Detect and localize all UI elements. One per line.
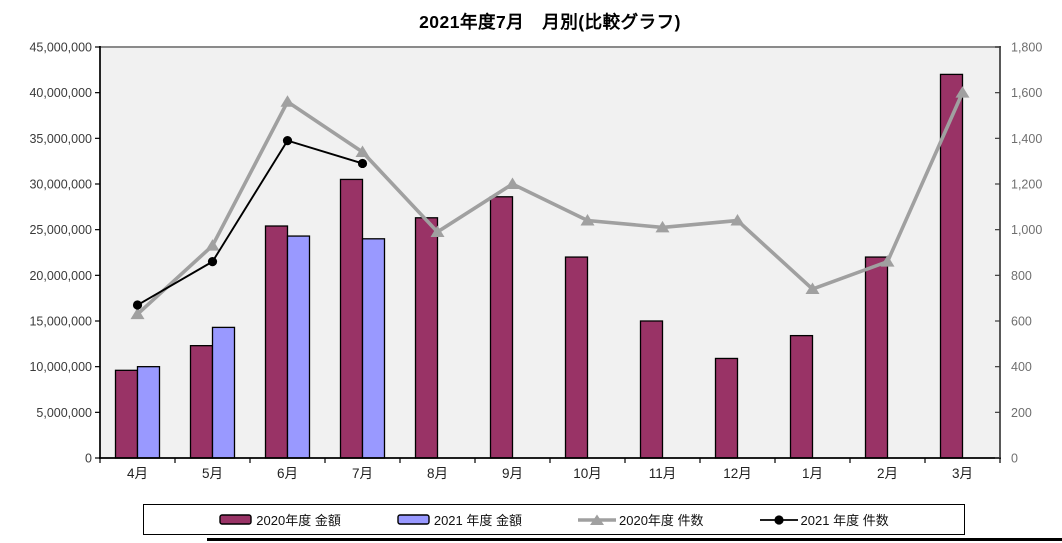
triangle-marker [730, 214, 745, 226]
bar [136, 366, 161, 459]
right-axis-tick-label: 1,000 [1011, 223, 1042, 237]
bar [339, 178, 364, 459]
triangle-marker [130, 307, 145, 320]
bar [639, 320, 664, 459]
plot-area: 0 5,000,000 10,000,000 15,000,000 20,000,000… [29, 41, 1042, 482]
bar [114, 369, 139, 459]
triangle-marker [430, 225, 445, 237]
x-axis-label: 2月 [877, 466, 898, 481]
x-axis-label: 9月 [502, 466, 523, 481]
plot-background [100, 47, 1000, 458]
left-axis-tick-label: 30,000,000 [29, 178, 92, 192]
left-axis-tick-label: 15,000,000 [29, 315, 92, 329]
triangle-marker [205, 239, 220, 251]
bar [361, 238, 386, 459]
right-axis-tick-label: 1,400 [1011, 132, 1042, 146]
bar [789, 334, 814, 459]
x-axis-label: 1月 [802, 466, 823, 481]
bottom-border-line [207, 538, 1062, 541]
right-axis-tick-label: 1,800 [1011, 41, 1042, 55]
right-axis-tick-label: 1,600 [1011, 86, 1042, 100]
right-axis-tick-label: 400 [1011, 360, 1032, 374]
triangle-marker [955, 86, 970, 98]
left-axis-tick-label: 45,000,000 [29, 41, 92, 55]
left-axis-tick-label: 35,000,000 [29, 132, 92, 146]
x-axis-label: 3月 [952, 466, 973, 481]
x-axis-label: 10月 [573, 466, 602, 481]
left-axis-tick-label: 0 [85, 452, 92, 466]
bar [489, 196, 514, 459]
legend-label-2020-count: 2020年度 件数 [619, 513, 704, 528]
x-axis-label: 5月 [202, 466, 223, 481]
x-axis-label: 4月 [127, 466, 148, 481]
bar [714, 357, 739, 459]
triangle-marker [805, 282, 820, 295]
circle-marker [207, 257, 218, 267]
triangle-marker [505, 177, 520, 189]
bar [564, 256, 589, 459]
legend-label-2021-amount: 2021 年度 金額 [433, 513, 522, 528]
line-path [136, 91, 965, 316]
right-axis-tick-label: 1,200 [1011, 178, 1042, 192]
legend-item-2021-amount: 2021 年度 金額 [397, 510, 522, 529]
bar [864, 256, 889, 459]
left-axis-tick-label: 40,000,000 [29, 86, 92, 100]
chart-title: 2021年度7月 月別(比較グラフ) [419, 12, 681, 32]
legend: 2020年度 金額 2021 年度 金額 2020年度 件数 2021 年度 件… [143, 504, 965, 535]
bar [264, 225, 289, 459]
triangle-marker [280, 95, 295, 107]
bar [211, 326, 236, 459]
x-axis-label: 7月 [352, 466, 373, 481]
bar-series-0 [114, 73, 964, 459]
circle-line-marker-icon [759, 514, 798, 525]
bar [189, 345, 214, 459]
bar [414, 217, 439, 459]
x-axis-label: 6月 [277, 466, 298, 481]
triangle-marker [580, 214, 595, 226]
bar [286, 235, 311, 459]
line-series-0 [130, 86, 970, 320]
circle-marker [282, 136, 293, 146]
legend-label-2021-count: 2021 年度 件数 [800, 513, 889, 528]
x-axis-label: 8月 [427, 466, 448, 481]
left-axis-tick-label: 25,000,000 [29, 223, 92, 237]
triangle-line-marker-icon [578, 514, 616, 525]
legend-label-2020-amount: 2020年度 金額 [256, 513, 341, 528]
line-series-1 [132, 136, 368, 310]
left-axis-tick-label: 5,000,000 [36, 406, 92, 420]
left-axis-tick-label: 10,000,000 [29, 360, 92, 374]
circle-marker [357, 158, 368, 169]
x-axis-label: 11月 [649, 466, 677, 481]
bar-swatch-2021-icon [397, 514, 430, 525]
x-axis-label: 12月 [723, 466, 752, 481]
line-path [137, 139, 363, 306]
left-axis-tick-label: 20,000,000 [29, 269, 92, 283]
circle-marker [132, 300, 143, 310]
triangle-marker [355, 145, 370, 158]
triangle-marker [655, 220, 670, 233]
right-axis-tick-label: 600 [1011, 315, 1032, 329]
right-axis-tick-label: 0 [1011, 452, 1018, 466]
legend-item-2021-count: 2021 年度 件数 [759, 510, 889, 529]
right-axis-tick-label: 800 [1011, 269, 1032, 283]
right-axis-tick-label: 200 [1011, 406, 1032, 420]
legend-item-2020-amount: 2020年度 金額 [219, 510, 341, 529]
legend-item-2020-count: 2020年度 件数 [578, 510, 704, 529]
bar-swatch-2020-icon [219, 514, 252, 525]
triangle-marker [880, 255, 895, 267]
